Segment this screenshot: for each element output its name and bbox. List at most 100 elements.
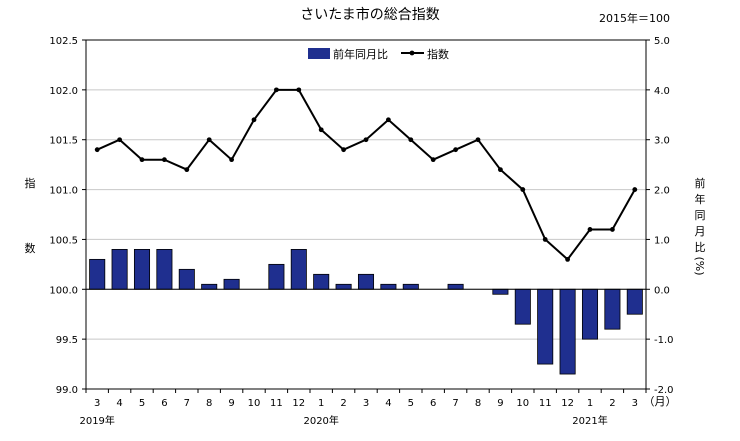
right-axis-title-char: 年 bbox=[695, 192, 706, 206]
x-tick-label: 11 bbox=[270, 398, 283, 409]
chart-title: さいたま市の総合指数 bbox=[300, 6, 440, 23]
x-tick-label: 12 bbox=[292, 398, 305, 409]
line-point bbox=[117, 137, 122, 143]
line-point bbox=[296, 87, 302, 93]
bar bbox=[313, 273, 330, 290]
x-tick-label: 6 bbox=[430, 398, 436, 409]
right-tick-label: -2.0 bbox=[654, 385, 674, 396]
line-point bbox=[139, 157, 145, 163]
bar bbox=[514, 288, 531, 325]
axes bbox=[85, 39, 647, 390]
bar bbox=[537, 288, 554, 365]
left-tick-label: 101.0 bbox=[49, 186, 78, 197]
legend-bar-label: 前年同月比 bbox=[333, 47, 388, 61]
x-tick-label: 5 bbox=[139, 398, 145, 409]
bar bbox=[201, 283, 218, 290]
line-point bbox=[565, 256, 570, 262]
base-note: 2015年＝100 bbox=[599, 11, 670, 25]
x-tick-label: 9 bbox=[228, 398, 234, 409]
bar-series bbox=[89, 248, 643, 375]
left-axis-title: 指数 bbox=[25, 176, 36, 255]
x-tick-label: 1 bbox=[587, 398, 593, 409]
line-point bbox=[453, 147, 458, 153]
bar bbox=[492, 288, 509, 295]
line-point bbox=[632, 187, 638, 192]
plot-frame bbox=[85, 39, 647, 390]
year-label: 2021年 bbox=[572, 414, 607, 427]
bar bbox=[357, 273, 375, 290]
x-tick-label: 9 bbox=[497, 398, 503, 409]
index-line bbox=[96, 88, 636, 261]
x-tick-label: 10 bbox=[516, 398, 529, 409]
bar bbox=[380, 283, 397, 290]
year-label: 2019年 bbox=[79, 414, 114, 427]
year-label: 2020年 bbox=[303, 414, 338, 427]
bar bbox=[156, 248, 173, 290]
right-axis-title-char: 前 bbox=[695, 176, 706, 190]
right-axis-title-char: 月 bbox=[695, 225, 706, 238]
right-tick-label: 1.0 bbox=[654, 235, 670, 246]
bar bbox=[604, 288, 621, 330]
left-tick-label: 100.0 bbox=[49, 285, 78, 296]
line-point bbox=[229, 157, 235, 163]
line-point bbox=[274, 87, 279, 93]
right-tick-label: 5.0 bbox=[654, 36, 670, 47]
left-tick-label: 99.0 bbox=[56, 385, 78, 396]
line-point bbox=[610, 227, 615, 232]
left-tick-label: 101.5 bbox=[49, 136, 78, 147]
line-point bbox=[475, 137, 481, 143]
line-point bbox=[363, 137, 369, 143]
x-tick-label: 1 bbox=[318, 398, 324, 409]
x-tick-label: 4 bbox=[116, 398, 122, 409]
x-tick-label: 2 bbox=[609, 398, 615, 409]
right-tick-labels: -2.0 -1.0 0.0 1.0 2.0 3.0 4.0 5.0 bbox=[646, 36, 674, 396]
left-tick-labels: 99.0 99.5 100.0 100.5 101.0 101.5 102.0 102.5 bbox=[49, 36, 86, 396]
right-tick-label: 2.0 bbox=[654, 186, 670, 197]
bar bbox=[89, 258, 106, 290]
x-tick-label: 8 bbox=[206, 398, 212, 409]
bar bbox=[178, 268, 195, 290]
left-axis-title-char: 数 bbox=[25, 242, 36, 255]
year-labels: 2019年 2020年 2021年 bbox=[79, 414, 607, 427]
x-tick-labels: 3 4 5 6 7 8 9 10 11 12 1 2 3 4 5 6 7 8 9 10 11 12 1 2 3 bbox=[85, 389, 647, 409]
x-tick-label: 11 bbox=[539, 398, 552, 409]
line-point bbox=[587, 227, 593, 232]
bar bbox=[223, 278, 240, 290]
x-tick-label: 7 bbox=[184, 398, 190, 409]
legend-line-marker bbox=[409, 50, 415, 56]
right-axis-title-char: (%) bbox=[693, 256, 706, 275]
line-point bbox=[162, 157, 167, 163]
bar bbox=[111, 248, 128, 290]
line-point bbox=[498, 167, 503, 173]
x-tick-label: 3 bbox=[363, 398, 369, 409]
left-tick-label: 100.5 bbox=[49, 235, 78, 246]
line-point bbox=[520, 187, 526, 192]
right-tick-label: 3.0 bbox=[654, 136, 670, 147]
line-point bbox=[408, 137, 414, 143]
legend-bar-swatch bbox=[308, 48, 330, 59]
line-point bbox=[184, 167, 190, 173]
x-tick-label: 6 bbox=[161, 398, 167, 409]
right-tick-label: 4.0 bbox=[654, 86, 670, 97]
right-axis-title-char: 同 bbox=[695, 209, 706, 222]
bar bbox=[402, 283, 419, 290]
line-point bbox=[206, 137, 212, 143]
line-point bbox=[94, 147, 100, 153]
right-tick-label: 0.0 bbox=[654, 285, 670, 296]
x-tick-label: 3 bbox=[632, 398, 638, 409]
bar bbox=[447, 283, 464, 290]
line-series bbox=[94, 87, 638, 262]
bar bbox=[133, 248, 151, 290]
right-axis-title-char: 比 bbox=[695, 241, 706, 254]
legend: 前年同月比 指数 bbox=[300, 44, 464, 64]
left-axis-title-char: 指 bbox=[25, 176, 36, 190]
line-point bbox=[341, 147, 346, 153]
bar bbox=[290, 248, 307, 290]
bar bbox=[268, 263, 285, 290]
left-tick-label: 102.0 bbox=[49, 86, 78, 97]
bar bbox=[626, 288, 643, 315]
x-tick-label: 8 bbox=[475, 398, 481, 409]
left-tick-label: 102.5 bbox=[49, 36, 78, 47]
x-tick-label: 10 bbox=[248, 398, 261, 409]
